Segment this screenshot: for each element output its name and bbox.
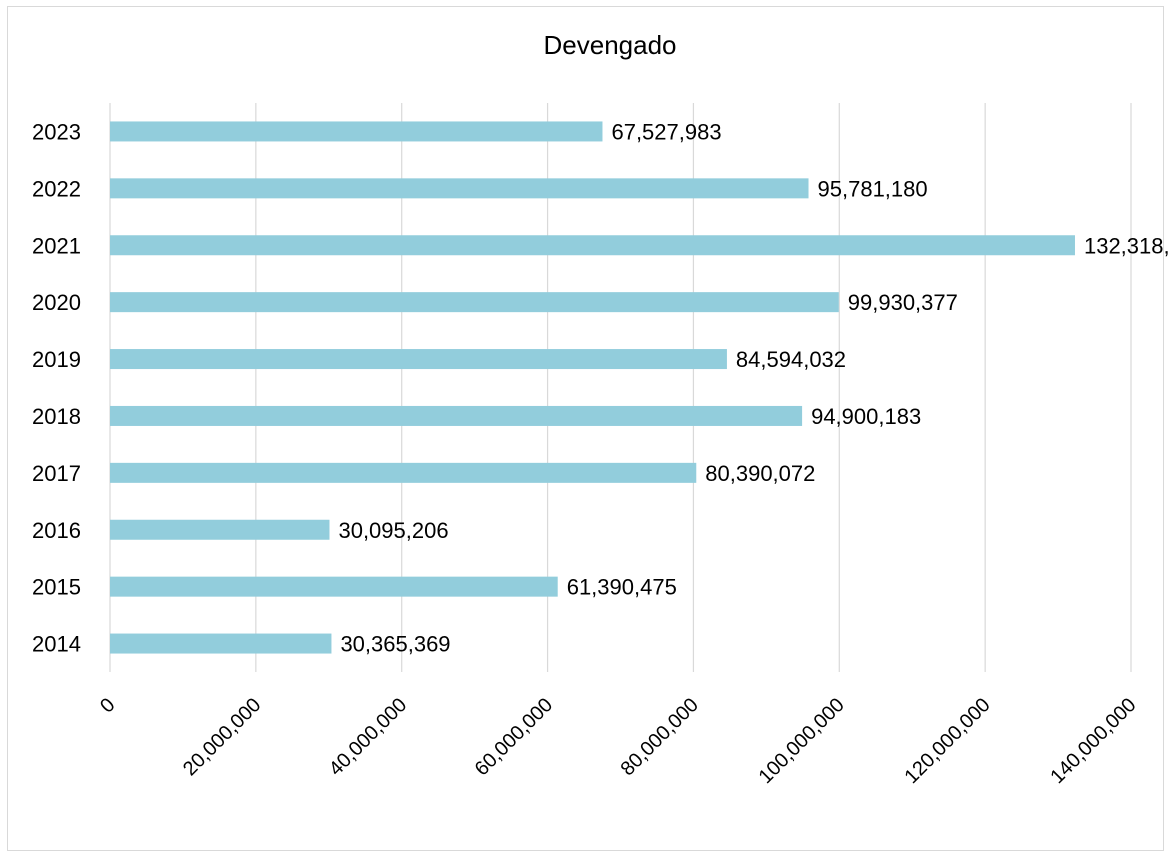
bar: [110, 178, 809, 199]
y-tick-label: 2020: [32, 290, 81, 315]
y-tick-label: 2016: [32, 518, 81, 543]
data-labels: 67,527,983 95,781,180 132,318,957 99,930,37…: [338, 119, 1170, 656]
x-tick-label: 120,000,000: [900, 694, 994, 788]
bar: [110, 235, 1075, 256]
bar: [110, 121, 603, 142]
y-tick-label: 2019: [32, 347, 81, 372]
x-tick-label: 60,000,000: [471, 694, 557, 780]
data-label: 94,900,183: [811, 404, 921, 429]
y-axis-tick-labels: 2023 2022 2021 2020 2019 2018 2017 2016 2015 2014: [32, 119, 81, 656]
data-label: 84,594,032: [736, 347, 846, 372]
data-label: 99,930,377: [848, 290, 958, 315]
chart-title: Devengado: [544, 30, 677, 60]
x-axis-tick-labels: 0 20,000,000 40,000,000 60,000,000 80,000,00…: [96, 694, 1140, 788]
y-tick-label: 2021: [32, 233, 81, 258]
bar: [110, 405, 803, 426]
bar: [110, 349, 727, 370]
x-tick-label: 140,000,000: [1046, 694, 1140, 788]
data-label: 61,390,475: [567, 575, 677, 600]
x-tick-label: 100,000,000: [755, 694, 849, 788]
y-tick-label: 2015: [32, 575, 81, 600]
x-tick-label: 0: [96, 694, 119, 717]
data-label: 30,365,369: [340, 632, 450, 657]
bar: [110, 633, 332, 654]
bar: [110, 576, 558, 597]
data-label: 67,527,983: [611, 119, 721, 144]
x-tick-label: 80,000,000: [617, 694, 703, 780]
bar: [110, 462, 697, 483]
data-label: 132,318,957: [1084, 233, 1170, 258]
x-tick-label: 20,000,000: [179, 694, 265, 780]
y-tick-label: 2017: [32, 461, 81, 486]
y-tick-label: 2023: [32, 119, 81, 144]
y-tick-label: 2014: [32, 632, 81, 657]
data-label: 30,095,206: [338, 518, 448, 543]
bar: [110, 292, 839, 313]
y-tick-label: 2018: [32, 404, 81, 429]
bar: [110, 519, 330, 540]
bars: [110, 121, 1075, 654]
data-label: 95,781,180: [818, 176, 928, 201]
x-tick-label: 40,000,000: [325, 694, 411, 780]
y-tick-label: 2022: [32, 176, 81, 201]
data-label: 80,390,072: [705, 461, 815, 486]
chart-frame: [7, 6, 1164, 851]
